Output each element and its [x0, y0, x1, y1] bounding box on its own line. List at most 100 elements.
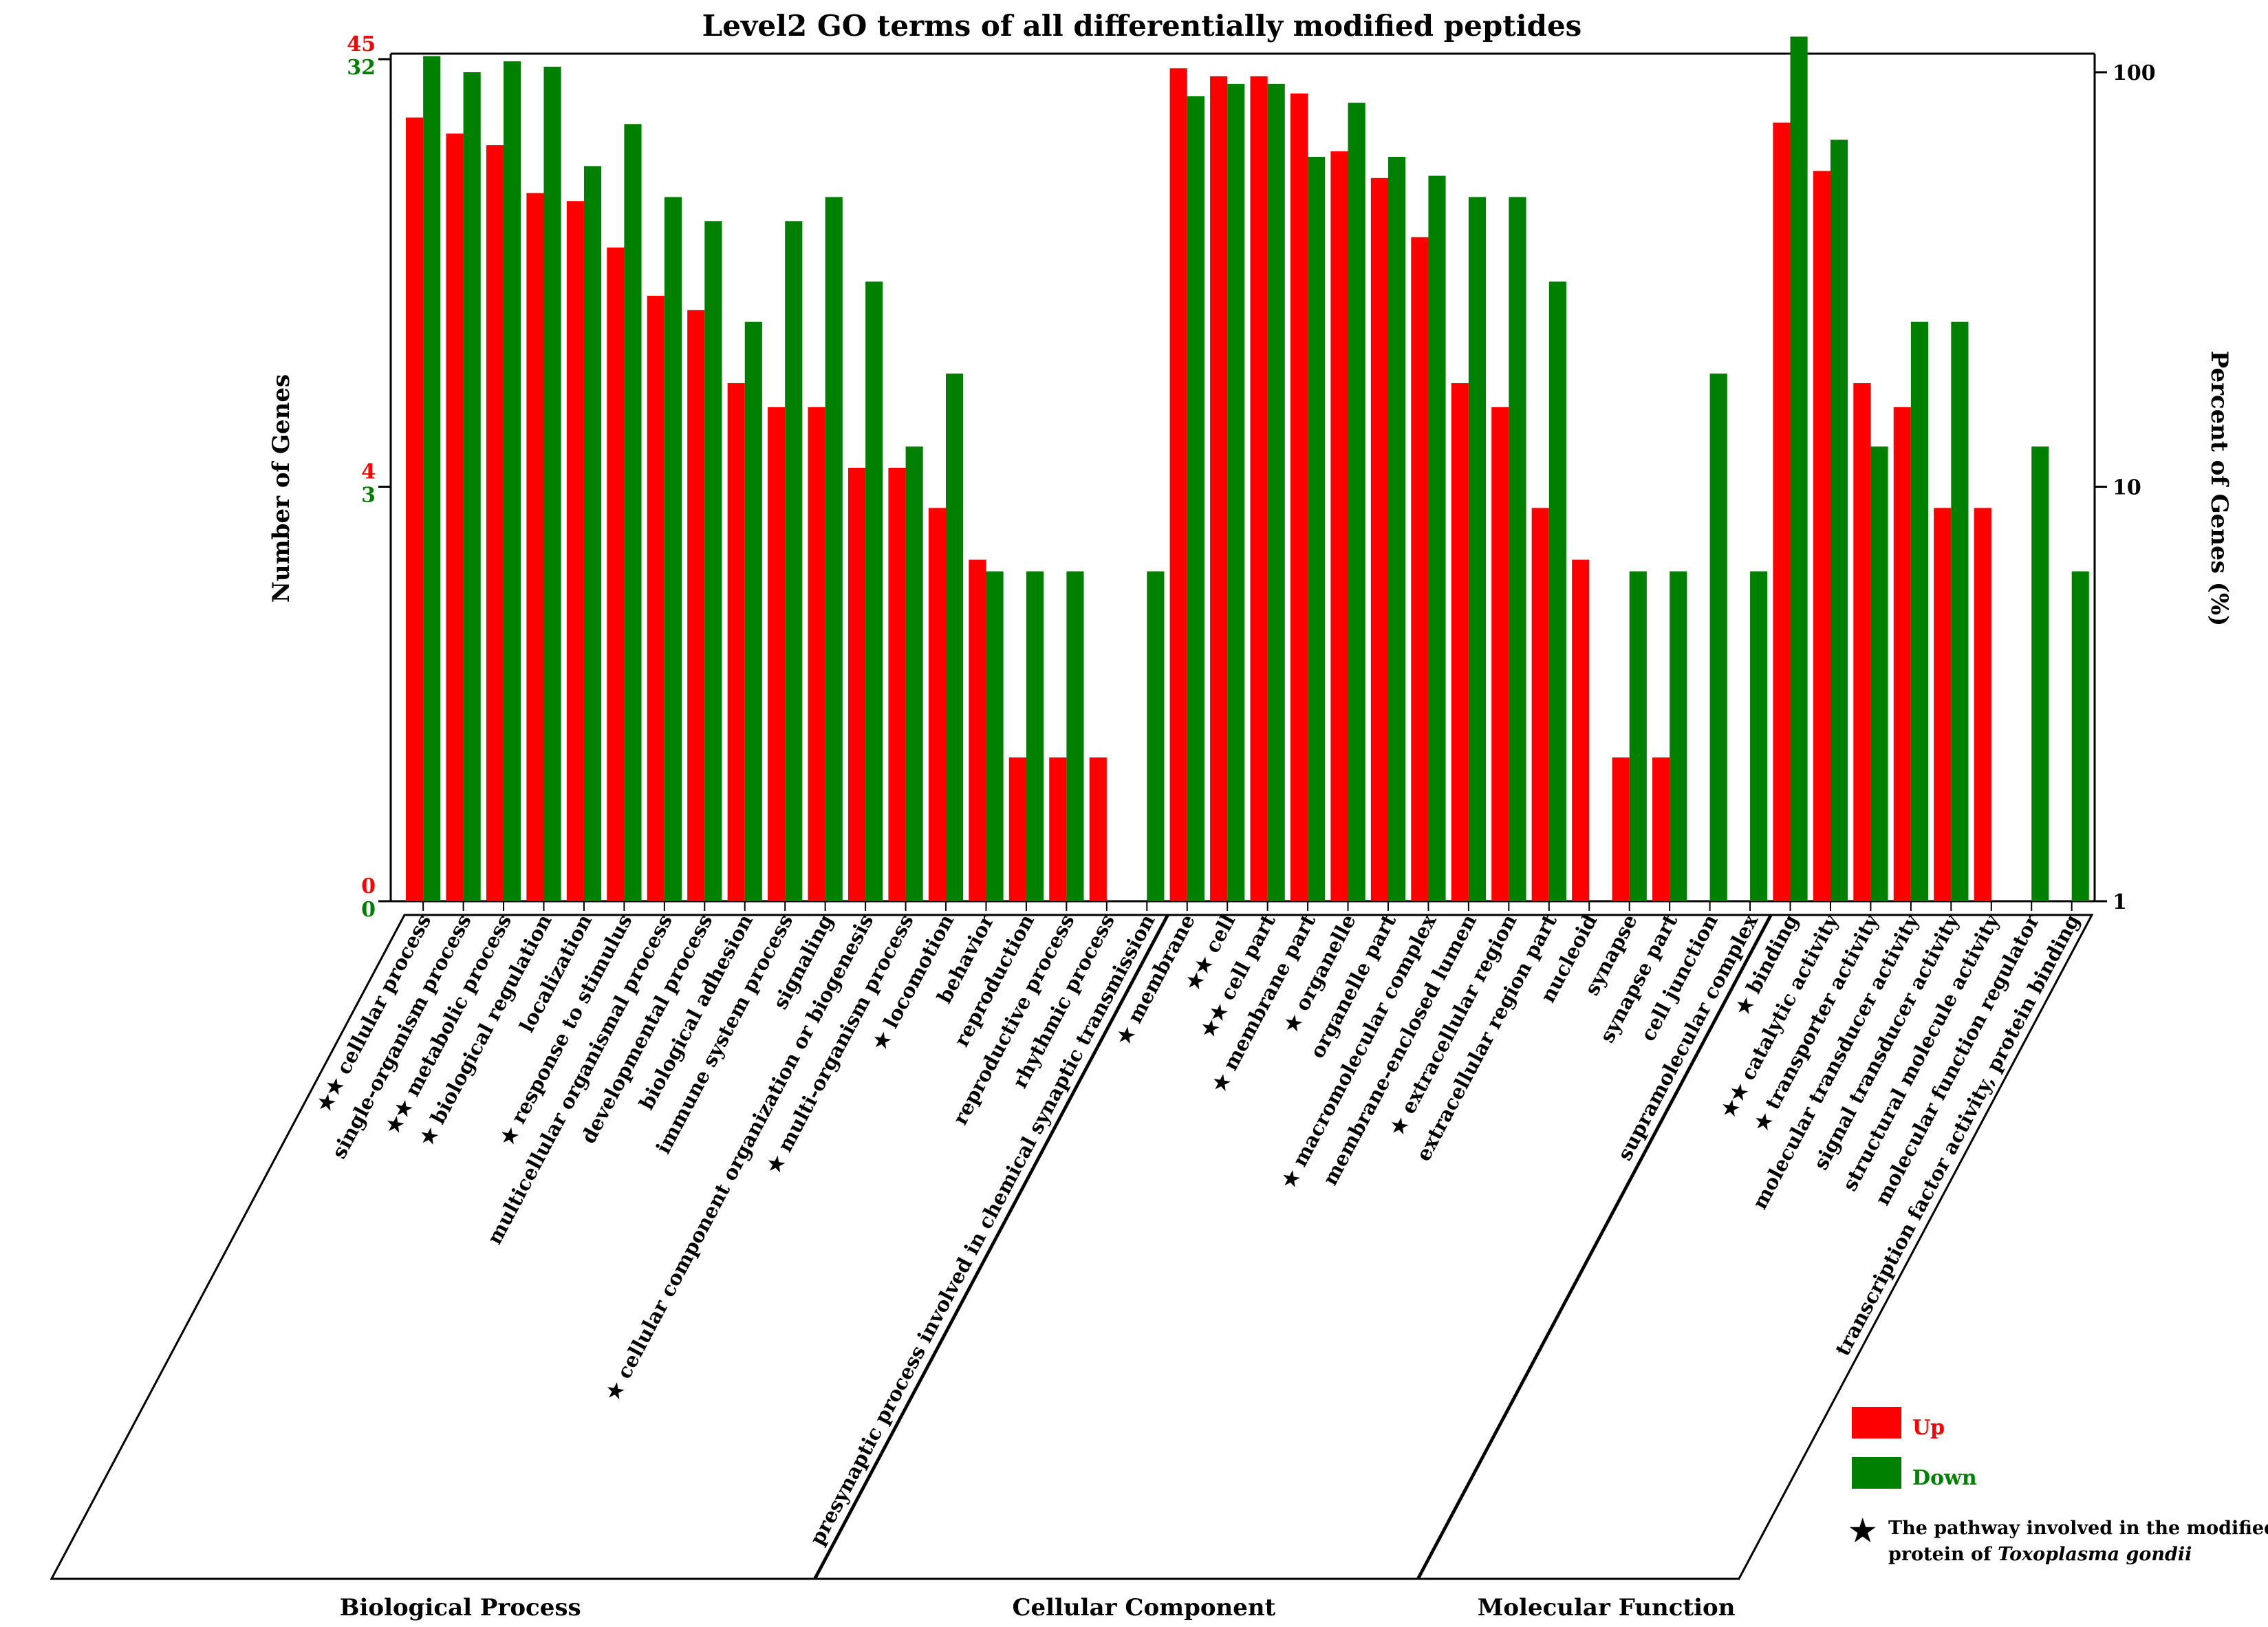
legend-note-species: Toxoplasma gondii — [1998, 1544, 2192, 1565]
bar-down-reproductive-process — [1066, 571, 1084, 901]
bar-up-membrane-enclosed-lumen — [1451, 382, 1469, 901]
bar-down-reproduction — [1026, 571, 1044, 901]
bar-up-binding — [1773, 122, 1791, 902]
bar-up-reproduction — [1008, 757, 1026, 901]
legend-down-swatch — [1852, 1457, 1901, 1489]
legend-down-label: Down — [1912, 1466, 1977, 1490]
right-axis-tick-label: 1 — [2113, 890, 2127, 914]
bar-down-organelle — [1348, 103, 1365, 902]
legend-note-line2: protein of Toxoplasma gondii — [1888, 1544, 2192, 1565]
bar-up-transporter-activity — [1853, 382, 1871, 901]
left-axis-up-tick-label: 0 — [361, 874, 376, 898]
left-axis-title: Number of Genes — [268, 374, 295, 603]
legend: Up Down ★ The pathway involved in the mo… — [1849, 1407, 2268, 1565]
bar-down-cellular-process — [423, 56, 441, 901]
legend-star-icon: ★ — [1849, 1513, 1876, 1549]
bar-down-signal-transducer-activity — [1951, 321, 1969, 901]
bar-down-developmental-process — [704, 221, 722, 901]
bar-up-structural-molecule-activity — [1974, 508, 1991, 901]
bar-up-membrane-part — [1290, 93, 1308, 902]
bar-down-cell-part — [1267, 83, 1285, 901]
bars-layer — [406, 36, 2089, 902]
group-panels-layer: Biological Process Cellular Component Mole… — [50, 914, 2094, 1621]
bar-down-molecular-function-regulator — [2031, 446, 2049, 901]
bar-down-cell-junction — [1709, 374, 1727, 901]
bar-down-extracellular-region-part — [1548, 281, 1566, 901]
bar-down-synapse-part — [1670, 571, 1687, 901]
bar-down-extracellular-region — [1509, 197, 1526, 901]
legend-up-label: Up — [1912, 1416, 1945, 1440]
bar-down-molecular-transducer-activity — [1910, 321, 1929, 901]
legend-up-swatch — [1852, 1407, 1901, 1439]
bar-up-response-to-stimulus — [607, 247, 625, 901]
group-panel — [50, 914, 1169, 1580]
bar-down-transcription-factor-activity-protein-binding — [2071, 571, 2089, 901]
bar-up-biological-adhesion — [727, 382, 745, 901]
bar-up-cell — [1210, 76, 1228, 902]
bar-down-membrane-enclosed-lumen — [1468, 197, 1487, 901]
bar-up-developmental-process — [687, 310, 705, 901]
bar-down-organelle-part — [1387, 156, 1406, 901]
bar-up-biological-regulation — [526, 193, 544, 901]
bar-up-signal-transducer-activity — [1934, 508, 1952, 901]
legend-note-prefix: protein of — [1888, 1544, 1998, 1565]
bar-down-multicellular-organismal-process — [664, 197, 682, 901]
bar-up-behavior — [969, 559, 986, 901]
right-axis-tick-label: 100 — [2113, 61, 2156, 85]
bar-up-single-organism-process — [446, 133, 464, 902]
legend-note-line1: The pathway involved in the modified — [1888, 1518, 2268, 1539]
bar-down-response-to-stimulus — [624, 124, 642, 901]
bar-up-macromolecular-complex — [1411, 237, 1429, 901]
bar-down-single-organism-process — [463, 72, 481, 901]
bar-up-locomotion — [928, 508, 947, 901]
right-axis-title: Percent of Genes (%) — [2205, 351, 2233, 626]
bar-down-presynaptic-process-involved-in-chemical-synaptic-transmission — [1147, 571, 1165, 901]
bar-up-synapse-part — [1652, 757, 1670, 901]
left-axis-up-tick-label: 45 — [347, 32, 376, 56]
bar-down-transporter-activity — [1870, 446, 1888, 901]
bar-up-multi-organism-process — [888, 467, 906, 901]
bar-down-biological-regulation — [543, 66, 561, 901]
group-panel — [1416, 914, 2094, 1580]
bar-up-cellular-process — [406, 117, 424, 902]
bar-up-signaling — [808, 407, 825, 901]
bar-up-organelle-part — [1370, 177, 1388, 901]
bar-down-immune-system-process — [785, 221, 803, 901]
bar-down-cellular-component-organization-or-biogenesis — [865, 281, 883, 901]
bar-down-signaling — [825, 197, 843, 901]
bar-up-reproductive-process — [1049, 757, 1067, 901]
bar-up-rhythmic-process — [1089, 757, 1107, 901]
bar-down-synapse — [1629, 571, 1647, 901]
left-axis-down-tick-label: 0 — [361, 898, 376, 922]
bar-down-metabolic-process — [504, 61, 521, 901]
bar-down-localization — [583, 166, 602, 902]
bar-down-behavior — [986, 571, 1004, 901]
bar-up-catalytic-activity — [1813, 171, 1830, 902]
chart-title: Level2 GO terms of all differentially mo… — [702, 9, 1582, 43]
right-axis-tick-label: 10 — [2113, 476, 2141, 500]
left-axis-down-tick-label: 32 — [347, 56, 376, 80]
bar-up-nucleoid — [1572, 559, 1590, 901]
bar-up-cellular-component-organization-or-biogenesis — [847, 467, 866, 901]
group-label: Molecular Function — [1478, 1594, 1736, 1621]
bar-up-localization — [566, 201, 584, 902]
bar-down-membrane-part — [1308, 156, 1326, 901]
left-axis-up-tick-label: 4 — [361, 460, 376, 484]
bar-down-locomotion — [946, 374, 964, 901]
left-axis-down-tick-label: 3 — [361, 484, 376, 508]
bar-down-membrane — [1187, 96, 1205, 901]
bar-down-multi-organism-process — [905, 446, 923, 901]
bar-up-immune-system-process — [768, 407, 786, 901]
bar-up-membrane — [1169, 68, 1187, 902]
group-label: Cellular Component — [1012, 1594, 1275, 1621]
group-panel — [813, 914, 1772, 1580]
bar-up-extracellular-region-part — [1531, 508, 1549, 901]
bar-up-metabolic-process — [486, 145, 504, 902]
bar-up-extracellular-region — [1491, 407, 1509, 901]
bar-up-multicellular-organismal-process — [647, 295, 665, 901]
bar-up-organelle — [1330, 151, 1348, 902]
bar-down-catalytic-activity — [1830, 140, 1848, 901]
